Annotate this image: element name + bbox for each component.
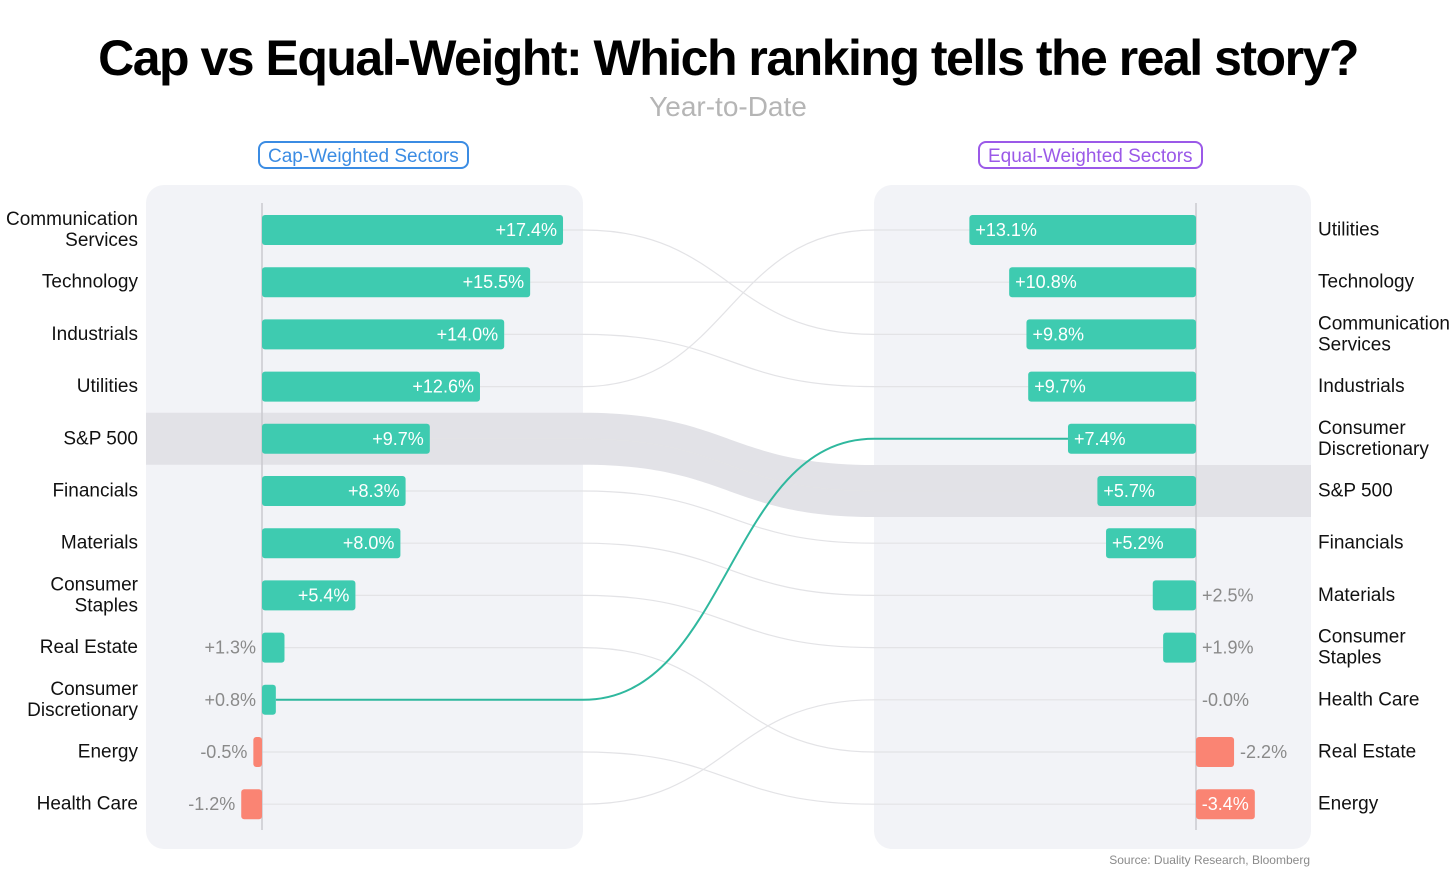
left-value-energy: -0.5% xyxy=(200,742,247,762)
left-bar-energy xyxy=(253,737,262,767)
left-category-real-estate: Real Estate xyxy=(40,637,138,658)
link-energy xyxy=(262,751,1196,805)
left-value-financials: +8.3% xyxy=(348,481,400,501)
right-bar-real-estate xyxy=(1196,737,1235,767)
right-category-utilities: Utilities xyxy=(1318,220,1379,241)
left-bar-utilities xyxy=(262,371,480,402)
right-bar-financials xyxy=(1106,528,1196,559)
left-bar-consumer-discretionary xyxy=(262,684,276,715)
right-bar-materials xyxy=(1152,580,1196,611)
right-category-communication-services-line-1: Communication xyxy=(1318,313,1450,334)
right-category-technology: Technology xyxy=(1318,272,1415,293)
right-bar-energy xyxy=(1196,789,1255,820)
right-value-industrials: +9.7% xyxy=(1034,377,1086,397)
left-value-utilities: +12.6% xyxy=(412,377,474,397)
left-value-real-estate: +1.3% xyxy=(204,638,256,658)
left-value-technology: +15.5% xyxy=(463,272,525,292)
right-bar-utilities xyxy=(969,215,1196,245)
right-category-consumer-staples-line-1: Consumer xyxy=(1318,627,1406,648)
right-category-s-p-500: S&P 500 xyxy=(1318,481,1393,502)
left-bar-materials xyxy=(262,528,401,559)
left-value-health-care: -1.2% xyxy=(188,794,235,814)
left-bar-consumer-staples xyxy=(262,580,356,611)
right-value-utilities: +13.1% xyxy=(975,220,1037,240)
left-category-communication-services-line-1: Communication xyxy=(6,209,138,230)
cap-weighted-header: Cap-Weighted Sectors xyxy=(258,141,469,169)
right-bar-s-p-500 xyxy=(1097,476,1196,506)
right-value-technology: +10.8% xyxy=(1015,272,1077,292)
right-bar-industrials xyxy=(1028,371,1196,402)
left-value-consumer-discretionary: +0.8% xyxy=(204,690,256,710)
right-value-financials: +5.2% xyxy=(1112,533,1164,553)
right-value-consumer-staples: +1.9% xyxy=(1202,638,1254,658)
link-real-estate xyxy=(284,647,1196,753)
left-value-industrials: +14.0% xyxy=(437,324,499,344)
right-category-health-care: Health Care xyxy=(1318,689,1419,710)
left-value-materials: +8.0% xyxy=(343,533,395,553)
left-bar-communication-services xyxy=(262,215,564,245)
right-value-real-estate: -2.2% xyxy=(1240,742,1287,762)
chart-title: Cap vs Equal-Weight: Which ranking tells… xyxy=(98,30,1359,86)
right-bar-consumer-discretionary xyxy=(1067,423,1196,454)
left-bar-real-estate xyxy=(262,632,285,663)
left-bar-health-care xyxy=(241,789,262,820)
left-value-consumer-staples: +5.4% xyxy=(298,585,350,605)
right-category-energy: Energy xyxy=(1318,794,1379,815)
left-category-consumer-discretionary-line-1: Consumer xyxy=(50,679,138,700)
left-category-consumer-staples-line-2: Staples xyxy=(75,595,138,616)
left-value-s-p-500: +9.7% xyxy=(372,429,424,449)
right-category-industrials: Industrials xyxy=(1318,376,1405,397)
right-bar-communication-services xyxy=(1026,319,1196,350)
left-category-technology: Technology xyxy=(42,272,139,293)
left-category-materials: Materials xyxy=(61,533,138,554)
right-value-energy: -3.4% xyxy=(1202,794,1249,814)
link-industrials xyxy=(504,333,1029,388)
left-category-communication-services-line-2: Services xyxy=(65,230,138,251)
left-value-communication-services: +17.4% xyxy=(495,220,557,240)
left-category-industrials: Industrials xyxy=(51,324,138,345)
link-health-care xyxy=(262,699,1196,805)
link-s-p-500 xyxy=(429,438,1098,492)
cap-weighted-panel xyxy=(146,185,583,849)
left-category-financials: Financials xyxy=(52,481,138,502)
link-utilities xyxy=(479,229,970,388)
left-bar-s-p-500 xyxy=(262,423,430,454)
right-category-communication-services-line-2: Services xyxy=(1318,334,1391,355)
right-category-financials: Financials xyxy=(1318,533,1404,554)
right-bar-consumer-staples xyxy=(1163,632,1196,663)
chart-subtitle: Year-to-Date xyxy=(649,91,807,122)
equal-weighted-header: Equal-Weighted Sectors xyxy=(978,141,1203,169)
left-bar-financials xyxy=(262,476,406,506)
right-value-materials: +2.5% xyxy=(1202,585,1254,605)
right-category-consumer-discretionary-line-1: Consumer xyxy=(1318,418,1406,439)
left-category-consumer-discretionary-line-2: Discretionary xyxy=(27,700,138,721)
right-value-consumer-discretionary: +7.4% xyxy=(1074,429,1126,449)
left-category-health-care: Health Care xyxy=(37,794,138,815)
link-consumer-discretionary xyxy=(275,437,1068,701)
right-value-health-care: -0.0% xyxy=(1202,690,1249,710)
source-note: Source: Duality Research, Bloomberg xyxy=(1109,853,1310,867)
right-bar-technology xyxy=(1009,267,1196,298)
link-financials xyxy=(405,490,1107,544)
left-bar-industrials xyxy=(262,319,505,350)
right-value-communication-services: +9.8% xyxy=(1032,324,1084,344)
right-category-real-estate: Real Estate xyxy=(1318,742,1416,763)
left-category-utilities: Utilities xyxy=(77,376,138,397)
right-category-consumer-discretionary-line-2: Discretionary xyxy=(1318,439,1429,460)
left-category-consumer-staples-line-1: Consumer xyxy=(50,574,138,595)
right-category-consumer-staples-line-2: Staples xyxy=(1318,648,1381,669)
right-value-s-p-500: +5.7% xyxy=(1103,481,1155,501)
left-category-energy: Energy xyxy=(78,742,139,763)
right-category-materials: Materials xyxy=(1318,585,1395,606)
left-category-s-p-500: S&P 500 xyxy=(63,428,138,449)
link-consumer-staples xyxy=(355,594,1164,649)
left-bar-technology xyxy=(262,267,531,298)
